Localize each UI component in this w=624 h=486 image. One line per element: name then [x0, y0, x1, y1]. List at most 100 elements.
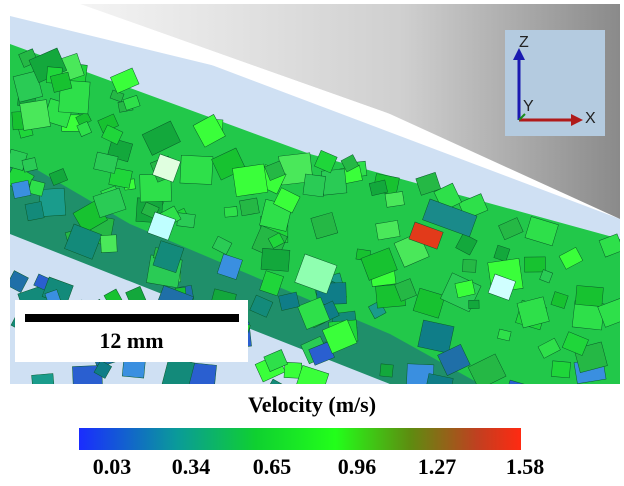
colorbar-gradient — [79, 428, 521, 450]
particle-cube — [19, 99, 51, 131]
particle-cube — [216, 253, 243, 280]
particle-cube — [259, 270, 284, 297]
particle-cube — [368, 179, 388, 196]
particle-cube — [152, 153, 181, 183]
particle-cube — [537, 337, 561, 359]
particle-cube — [273, 187, 301, 214]
particle-cube — [310, 212, 339, 240]
particle-cube — [384, 191, 405, 208]
particle-cube — [321, 319, 358, 354]
axis-x-label: X — [585, 110, 596, 127]
particle-cube — [92, 187, 127, 219]
particle-cube — [179, 154, 214, 185]
particle-cube — [314, 149, 338, 174]
axes-indicator: Z Y X — [505, 30, 605, 136]
particle-cube — [422, 198, 478, 238]
particle-cube — [539, 269, 554, 284]
particle-cube — [487, 273, 516, 301]
particle-cube — [11, 179, 32, 199]
particle-cube — [223, 206, 239, 218]
particle-cube — [551, 360, 571, 379]
particle-cube — [249, 294, 274, 318]
particle-cube — [21, 157, 38, 173]
axis-z-label: Z — [519, 34, 529, 51]
particle-cube — [598, 233, 620, 258]
particle-bed-lower — [10, 154, 480, 384]
particle-cube — [49, 71, 73, 93]
particle-cube — [302, 173, 326, 198]
particle-cube — [498, 217, 524, 241]
particle-cube — [524, 216, 559, 247]
particle-cube — [375, 220, 401, 241]
particle-cube — [575, 285, 604, 307]
particle-cube — [340, 154, 359, 173]
colorbar-tick: 1.58 — [505, 454, 545, 479]
particle-cube — [417, 319, 455, 354]
chute-side-wall — [80, 4, 620, 219]
particle-cube — [278, 291, 300, 311]
particle-cube — [467, 353, 507, 384]
particle-cube — [176, 212, 196, 229]
particle-cube — [147, 211, 176, 241]
particle-cube — [263, 349, 288, 372]
chute-scene — [10, 4, 620, 384]
particle-cube — [24, 201, 45, 222]
particle-cube — [110, 67, 140, 94]
particle-cube — [468, 299, 480, 310]
particle-cube — [293, 364, 330, 384]
colorbar-tick: 0.34 — [171, 454, 211, 479]
particle-cube — [462, 259, 477, 273]
colorbar-tick: 0.96 — [337, 454, 377, 479]
particle-cube — [550, 291, 569, 309]
particle-cube — [122, 95, 141, 111]
particle-cube — [192, 114, 226, 148]
particle-cube — [516, 296, 550, 329]
particle-cube — [152, 240, 185, 273]
particle-cube — [379, 363, 394, 378]
particle-cube — [141, 120, 181, 156]
particle-cube — [297, 296, 331, 330]
particle-cube — [408, 221, 444, 250]
particle-cube — [561, 331, 589, 356]
particle-cube — [12, 70, 44, 103]
particle-cube — [10, 270, 29, 293]
scale-bar-line — [25, 314, 239, 322]
colorbar-tick: 0.65 — [252, 454, 292, 479]
particle-cube — [455, 233, 478, 256]
chute-top-strip — [10, 4, 390, 114]
particle-cube — [239, 197, 260, 217]
particle-cube — [101, 124, 124, 145]
particle-cube — [597, 295, 620, 328]
particle-cube — [93, 360, 113, 379]
particle-cube — [93, 151, 119, 174]
particle-cube — [497, 328, 512, 342]
particle-cube — [423, 373, 454, 384]
particle-cube — [100, 234, 118, 253]
particle-cube — [294, 253, 338, 295]
particle-cube — [31, 373, 55, 384]
particle-cube — [232, 163, 269, 197]
colorbar-tick: 0.03 — [92, 454, 132, 479]
particle-cube — [412, 287, 446, 319]
particle-cube — [524, 256, 546, 273]
particle-cube — [64, 223, 102, 260]
particle-cube — [27, 179, 46, 197]
particle-cube — [437, 343, 471, 376]
particle-cube — [211, 235, 233, 255]
particle-cube — [121, 358, 146, 379]
colorbar-tick: 1.27 — [417, 454, 457, 479]
particle-cube — [267, 232, 285, 249]
particle-cube — [76, 121, 92, 137]
scale-bar: 12 mm — [15, 300, 248, 362]
particle-cube — [260, 248, 291, 272]
scale-bar-label: 12 mm — [99, 328, 164, 353]
particle-cube — [264, 160, 286, 181]
particle-cube — [48, 168, 69, 186]
particle-cube — [394, 278, 417, 302]
axis-y-label: Y — [523, 98, 534, 115]
particle-cube — [558, 246, 584, 270]
particle-cube — [360, 247, 398, 281]
particle-cube — [454, 279, 476, 299]
particle-cube — [493, 244, 511, 262]
particle-cube — [415, 171, 442, 196]
